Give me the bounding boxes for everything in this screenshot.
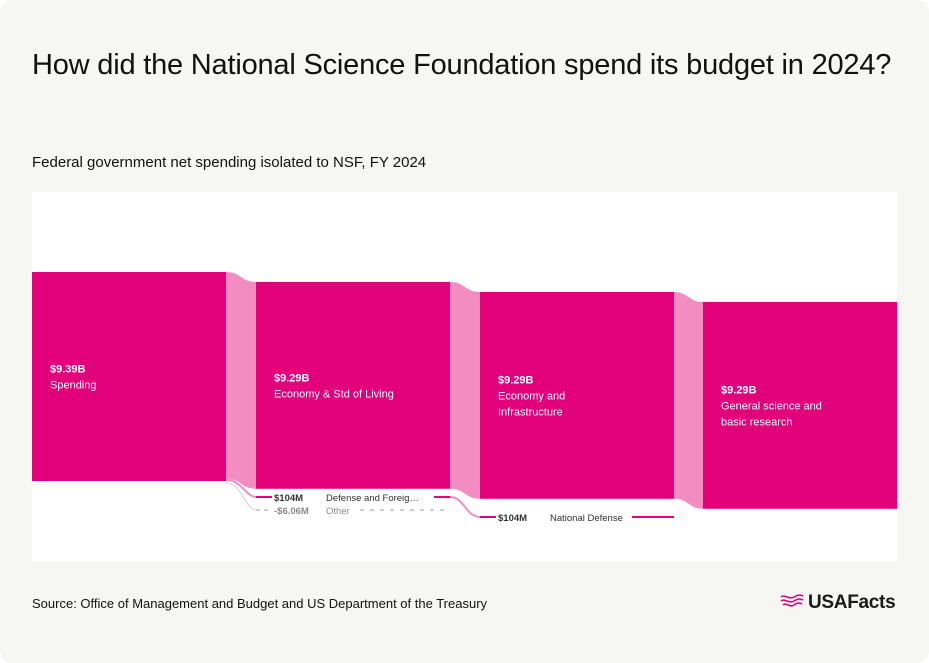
- usafacts-logo[interactable]: USAFacts: [780, 592, 896, 614]
- node-general-science-group: $9.29B General science and basic research: [703, 302, 897, 509]
- node-other-value: -$6.06M: [274, 506, 309, 517]
- node-economy-std-of-living-label: Economy & Std of Living: [274, 388, 394, 400]
- node-general-science: [703, 302, 897, 509]
- brand-text: USAFacts: [808, 592, 896, 613]
- node-general-science-label: basic research: [721, 416, 793, 428]
- node-economy-and-infrastructure-label: Infrastructure: [498, 406, 563, 418]
- node-economy-std-of-living-group: $9.29B Economy & Std of Living: [256, 282, 450, 489]
- node-spending-label: Spending: [50, 380, 97, 392]
- node-economy-std-of-living-value: $9.29B: [274, 372, 310, 384]
- node-defense-foreign-label: Defense and Foreig…: [326, 493, 419, 504]
- node-economy-std-of-living: [256, 282, 450, 489]
- node-national-defense-value: $104M: [498, 513, 527, 524]
- node-spending: [32, 272, 226, 481]
- sankey-link-main-1: [226, 272, 256, 489]
- node-spending-value: $9.39B: [50, 364, 86, 376]
- node-general-science-value: $9.29B: [721, 384, 757, 396]
- node-national-defense-label: National Defense: [550, 513, 623, 524]
- node-defense-foreign-value: $104M: [274, 493, 303, 504]
- node-economy-and-infrastructure-value: $9.29B: [498, 374, 534, 386]
- node-economy-and-infrastructure: [480, 292, 674, 499]
- sankey-plot: $9.39B Spending $9.29B Economy & Std of Liv…: [32, 192, 897, 561]
- chart-subtitle: Federal government net spending isolated…: [32, 154, 427, 171]
- source-note: Source: Office of Management and Budget …: [32, 596, 488, 611]
- chart-title: How did the National Science Foundation …: [32, 49, 892, 81]
- sankey-link-defense-foreign: [225, 478, 257, 498]
- node-economy-and-infrastructure-group: $9.29B Economy and Infrastructure: [480, 292, 674, 499]
- sankey-link-national-defense: [449, 496, 481, 518]
- sankey-svg: $9.39B Spending $9.29B Economy & Std of Liv…: [32, 272, 897, 524]
- flag-icon: [780, 593, 804, 614]
- sankey-link-main-2: [450, 282, 480, 499]
- node-general-science-label: General science and: [721, 400, 822, 412]
- sankey-link-main-3: [674, 292, 703, 509]
- node-other-label: Other: [326, 506, 350, 517]
- node-spending-group: $9.39B Spending: [32, 272, 226, 481]
- node-economy-and-infrastructure-label: Economy and: [498, 390, 565, 402]
- sankey-link-other: [225, 482, 257, 511]
